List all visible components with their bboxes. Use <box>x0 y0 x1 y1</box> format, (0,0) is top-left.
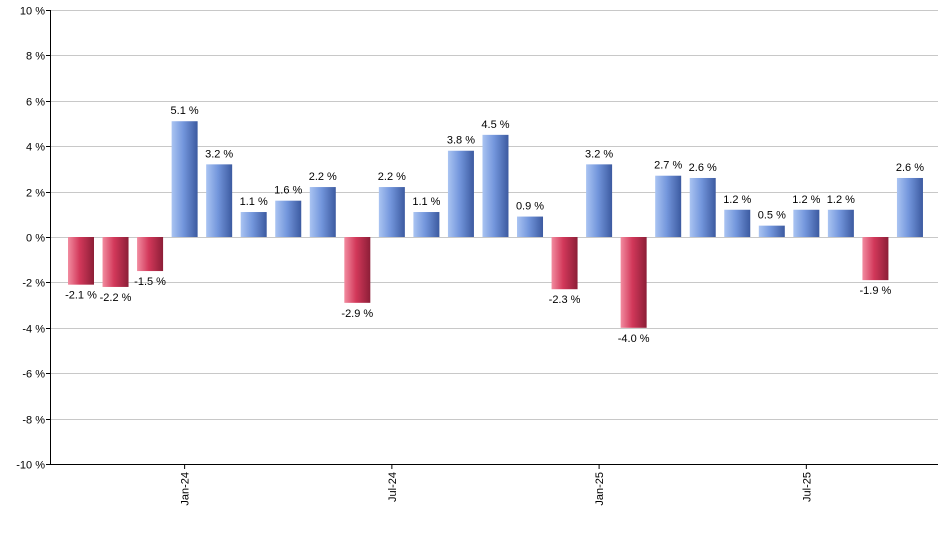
x-tick-label: Jan-24 <box>180 472 192 506</box>
data-label: -4.0 % <box>618 333 650 345</box>
data-label: 0.9 % <box>516 201 544 213</box>
bar-positive <box>275 200 302 237</box>
data-label: -2.2 % <box>100 292 132 304</box>
bar-positive <box>482 134 509 237</box>
bar-positive <box>309 187 336 237</box>
gridlines <box>50 10 938 465</box>
data-label: 4.5 % <box>481 119 509 131</box>
data-label: 1.2 % <box>723 194 751 206</box>
bar-positive <box>689 177 716 237</box>
bar-positive <box>724 209 751 237</box>
bar-positive <box>758 225 785 237</box>
bar-positive <box>586 164 613 237</box>
data-label: 2.2 % <box>378 171 406 183</box>
data-label: -2.3 % <box>549 294 581 306</box>
axes <box>46 10 938 469</box>
data-label: 3.8 % <box>447 135 475 147</box>
y-tick-label: -6 % <box>22 369 45 381</box>
bar-negative <box>620 237 647 328</box>
data-label: 0.5 % <box>758 210 786 222</box>
bar-positive <box>206 164 233 237</box>
labels: 10 % 8 % 6 % 4 % 2 % 0 % -2 % -4 % -6 % -8 % -10 %… <box>16 6 924 506</box>
data-label: 3.2 % <box>205 148 233 160</box>
bar-positive <box>447 150 474 237</box>
y-tick-label: 0 % <box>26 233 45 245</box>
bar-negative <box>68 237 94 285</box>
bar-positive <box>378 187 405 237</box>
bar-positive <box>896 177 923 237</box>
y-tick-label: -2 % <box>22 278 45 290</box>
x-tick-label: Jul-25 <box>801 472 813 502</box>
bar-negative <box>551 237 578 290</box>
bar-negative <box>344 237 371 303</box>
bars <box>68 121 923 328</box>
data-label: -1.9 % <box>860 285 892 297</box>
bar-negative <box>137 237 164 272</box>
data-label: 1.2 % <box>792 194 820 206</box>
y-tick-label: 10 % <box>20 6 45 18</box>
y-tick-label: 8 % <box>26 51 45 63</box>
data-label: 2.6 % <box>689 162 717 174</box>
x-tick-label: Jul-24 <box>387 472 399 502</box>
data-label: -2.1 % <box>65 290 97 302</box>
y-tick-label: -10 % <box>16 460 45 472</box>
data-label: 5.1 % <box>171 105 199 117</box>
data-label: 2.6 % <box>896 162 924 174</box>
data-label: 2.7 % <box>654 160 682 172</box>
data-label: 2.2 % <box>309 171 337 183</box>
bar-negative <box>862 237 889 281</box>
data-label: 1.1 % <box>412 196 440 208</box>
data-label: -1.5 % <box>134 276 166 288</box>
data-label: 3.2 % <box>585 148 613 160</box>
bar-positive <box>413 212 440 237</box>
bar-positive <box>793 209 820 237</box>
data-label: -2.9 % <box>341 308 373 320</box>
y-tick-label: 6 % <box>26 97 45 109</box>
bar-positive <box>240 212 267 237</box>
y-tick-label: -4 % <box>22 324 45 336</box>
x-tick-label: Jan-25 <box>594 472 606 506</box>
data-label: 1.6 % <box>274 185 302 197</box>
bar-positive <box>655 175 682 237</box>
bar-positive <box>171 121 198 237</box>
y-tick-label: 4 % <box>26 142 45 154</box>
bar-positive <box>517 216 544 237</box>
data-label: 1.2 % <box>827 194 855 206</box>
y-tick-label: 2 % <box>26 188 45 200</box>
y-tick-label: -8 % <box>22 415 45 427</box>
bar-positive <box>827 209 854 237</box>
data-label: 1.1 % <box>240 196 268 208</box>
bar-negative <box>102 237 129 287</box>
